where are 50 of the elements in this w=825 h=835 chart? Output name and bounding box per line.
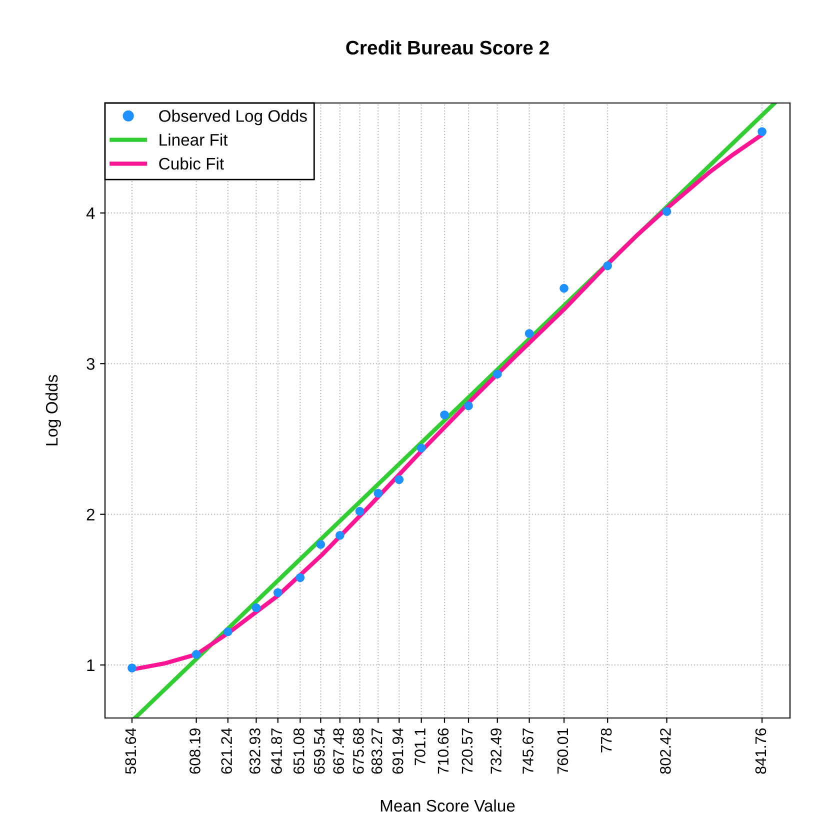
point	[128, 664, 136, 672]
x-axis-title: Mean Score Value	[380, 799, 515, 812]
x-tick-label: 641.87	[271, 728, 282, 774]
point	[374, 488, 383, 498]
legend-label: Linear Fit	[160, 134, 228, 146]
x-tick-label: 745.67	[522, 728, 534, 774]
x-tick-label: 732.49	[490, 728, 502, 774]
y-tick-label: 2	[86, 508, 94, 520]
legend-label: Cubic Fit	[159, 157, 224, 170]
x-tick-label: 720.57	[462, 728, 473, 774]
chart-title: Credit Bureau Score 2	[346, 40, 549, 55]
point	[603, 261, 612, 270]
point	[758, 127, 766, 136]
x-tick-label: 778	[600, 728, 612, 752]
x-tick-label: 667.48	[333, 728, 344, 774]
point	[394, 475, 404, 484]
x-tick-label: 675.68	[353, 728, 364, 774]
point	[492, 370, 502, 379]
x-tick-label: 608.19	[190, 728, 200, 774]
point	[252, 603, 261, 612]
y-axis-title: Log Odds	[45, 374, 62, 446]
point	[224, 627, 232, 636]
x-tick-label: 710.66	[438, 728, 449, 774]
point	[662, 207, 672, 216]
point	[192, 650, 201, 659]
x-tick-label: 802.42	[660, 728, 671, 774]
point	[355, 506, 364, 516]
x-tick-label: 659.54	[314, 728, 325, 774]
x-tick-label: 683.27	[371, 728, 382, 774]
x-tick-label: 621.24	[221, 728, 232, 774]
point	[416, 444, 426, 452]
point	[440, 410, 449, 420]
x-tick-label: 760.01	[557, 728, 568, 774]
y-tick-label: 3	[86, 358, 95, 370]
x-tick-label: 581.64	[125, 728, 136, 774]
x-tick-label: 691.94	[392, 728, 404, 774]
point	[316, 540, 326, 549]
point	[336, 531, 344, 540]
x-tick-label: 701.1	[414, 728, 426, 766]
point	[560, 284, 568, 293]
y-tick-label: 4	[86, 208, 95, 220]
point	[273, 588, 282, 598]
x-tick-label: 841.76	[755, 728, 766, 774]
y-tick-label: 1	[87, 660, 94, 672]
point	[524, 329, 534, 338]
point	[296, 573, 305, 582]
x-tick-label: 632.93	[250, 728, 260, 774]
x-tick-label: 651.08	[293, 728, 304, 774]
legend-label: Observed Log Odds	[159, 110, 307, 126]
point	[464, 401, 473, 410]
